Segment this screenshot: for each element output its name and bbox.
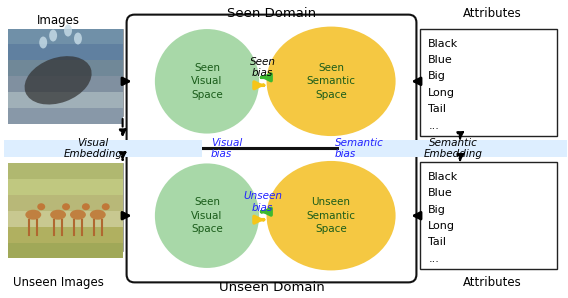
FancyBboxPatch shape [9, 29, 123, 116]
Text: Seen
Visual
Space: Seen Visual Space [191, 63, 223, 100]
Ellipse shape [266, 27, 395, 136]
Text: Black
Blue
Big
Long
Tail
...: Black Blue Big Long Tail ... [428, 172, 458, 264]
Ellipse shape [26, 210, 41, 220]
Text: Seen
Visual
Space: Seen Visual Space [191, 198, 223, 234]
Ellipse shape [102, 203, 110, 210]
Text: Black
Blue
Big
Long
Tail
...: Black Blue Big Long Tail ... [428, 38, 458, 131]
FancyBboxPatch shape [9, 163, 123, 179]
Ellipse shape [266, 161, 395, 270]
Ellipse shape [155, 163, 259, 268]
FancyBboxPatch shape [339, 140, 567, 157]
Text: Semantic
bias: Semantic bias [335, 138, 384, 159]
Text: Unseen
Semantic
Space: Unseen Semantic Space [307, 198, 356, 234]
FancyBboxPatch shape [9, 108, 123, 124]
FancyBboxPatch shape [127, 15, 416, 148]
FancyBboxPatch shape [9, 195, 123, 211]
FancyBboxPatch shape [9, 29, 123, 44]
Text: 〰🐋〰: 〰🐋〰 [50, 63, 80, 81]
Ellipse shape [50, 210, 66, 220]
FancyBboxPatch shape [3, 140, 202, 157]
Ellipse shape [62, 203, 70, 210]
FancyBboxPatch shape [9, 60, 123, 76]
FancyBboxPatch shape [9, 44, 123, 60]
Text: Unseen Domain: Unseen Domain [219, 281, 324, 294]
Ellipse shape [90, 210, 106, 220]
FancyBboxPatch shape [9, 227, 123, 243]
Text: Visual
bias: Visual bias [211, 138, 242, 159]
Ellipse shape [74, 32, 82, 44]
Ellipse shape [155, 29, 259, 134]
Ellipse shape [49, 30, 57, 41]
FancyBboxPatch shape [127, 149, 416, 283]
FancyBboxPatch shape [9, 163, 123, 251]
FancyBboxPatch shape [9, 211, 123, 227]
Ellipse shape [37, 203, 45, 210]
Text: Seen
Semantic
Space: Seen Semantic Space [307, 63, 356, 100]
Text: Seen
bias: Seen bias [249, 57, 275, 78]
Text: Visual
Embedding: Visual Embedding [64, 138, 122, 159]
Text: Unseen
bias: Unseen bias [243, 191, 282, 212]
FancyBboxPatch shape [9, 243, 123, 258]
Ellipse shape [39, 37, 47, 49]
Text: Semantic
Embedding: Semantic Embedding [424, 138, 483, 159]
FancyBboxPatch shape [420, 162, 557, 269]
FancyBboxPatch shape [9, 76, 123, 92]
FancyBboxPatch shape [9, 179, 123, 195]
Text: Seen Domain: Seen Domain [227, 7, 316, 20]
Ellipse shape [82, 203, 90, 210]
Text: Unseen Images: Unseen Images [12, 276, 103, 289]
Ellipse shape [70, 210, 86, 220]
FancyBboxPatch shape [9, 92, 123, 108]
Text: Images: Images [36, 14, 80, 27]
Text: Attributes: Attributes [462, 7, 521, 20]
Ellipse shape [24, 56, 91, 105]
FancyBboxPatch shape [420, 29, 557, 136]
Ellipse shape [64, 24, 72, 37]
Text: Attributes: Attributes [462, 276, 521, 289]
